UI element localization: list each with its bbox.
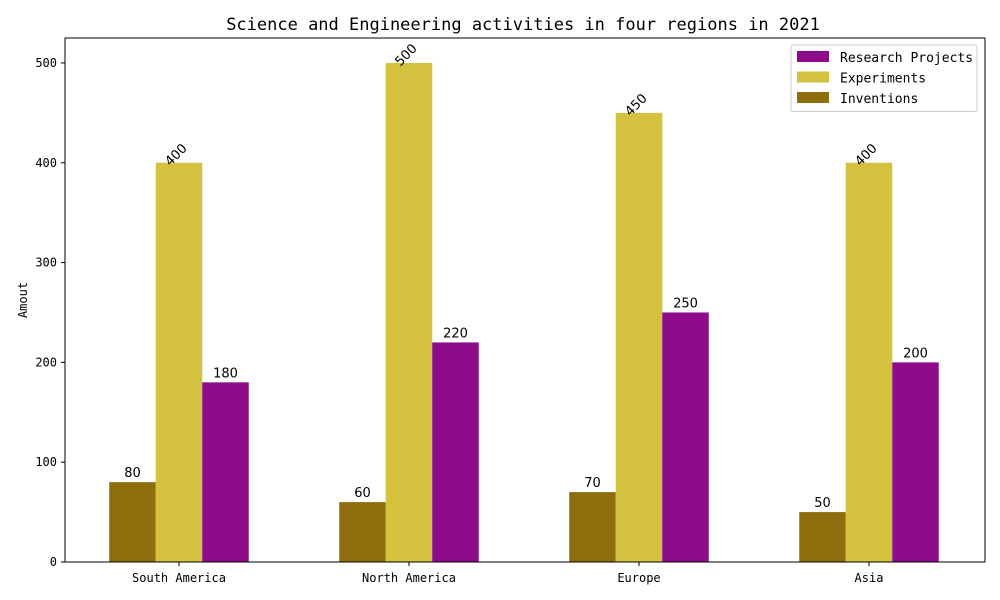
x-tick-label: South America: [132, 571, 226, 585]
x-tick-label: North America: [362, 571, 456, 585]
bar-research-projects-asia: [892, 362, 939, 562]
data-label: 180: [213, 366, 238, 381]
bar-experiments-asia: [845, 162, 893, 562]
legend-box: [790, 44, 978, 112]
bar-research-projects-europe: [662, 312, 709, 562]
y-tick-label: 0: [50, 555, 57, 569]
data-label: 50: [814, 496, 831, 511]
legend-label: Inventions: [840, 92, 918, 107]
chart-title: Science and Engineering activities in fo…: [226, 15, 820, 35]
y-tick-label: 100: [35, 455, 57, 469]
y-tick-label: 200: [35, 355, 57, 369]
data-label: 250: [673, 296, 698, 311]
legend-swatch: [797, 51, 829, 62]
bar-experiments-europe: [615, 112, 663, 562]
plot-frame: [64, 37, 986, 563]
legend-swatch: [797, 92, 829, 103]
y-tick-label: 300: [35, 256, 57, 270]
data-label: 60: [354, 486, 371, 501]
data-label: 220: [443, 326, 468, 341]
x-tick-label: Europe: [617, 571, 660, 585]
legend-swatch: [797, 71, 829, 83]
bar-inventions-south-america: [109, 482, 156, 562]
bar-experiments-south-america: [155, 162, 203, 562]
y-axis-label: Amout: [16, 282, 30, 318]
data-label: 70: [584, 476, 601, 491]
bar-inventions-europe: [569, 492, 616, 562]
y-tick-label: 400: [35, 156, 57, 170]
legend-label: Experiments: [840, 72, 926, 87]
legend-label: Research Projects: [840, 51, 973, 66]
bar-inventions-asia: [799, 512, 846, 562]
data-label: 80: [124, 466, 141, 481]
bar-inventions-north-america: [339, 502, 386, 562]
data-label: 200: [903, 346, 928, 361]
x-tick-label: Asia: [855, 571, 884, 585]
bar-experiments-north-america: [385, 62, 433, 562]
bar-research-projects-north-america: [432, 342, 479, 562]
legend: Research Projects Experiments Inventions: [790, 44, 978, 112]
bar-research-projects-south-america: [202, 382, 249, 562]
y-tick-label: 500: [35, 56, 57, 70]
